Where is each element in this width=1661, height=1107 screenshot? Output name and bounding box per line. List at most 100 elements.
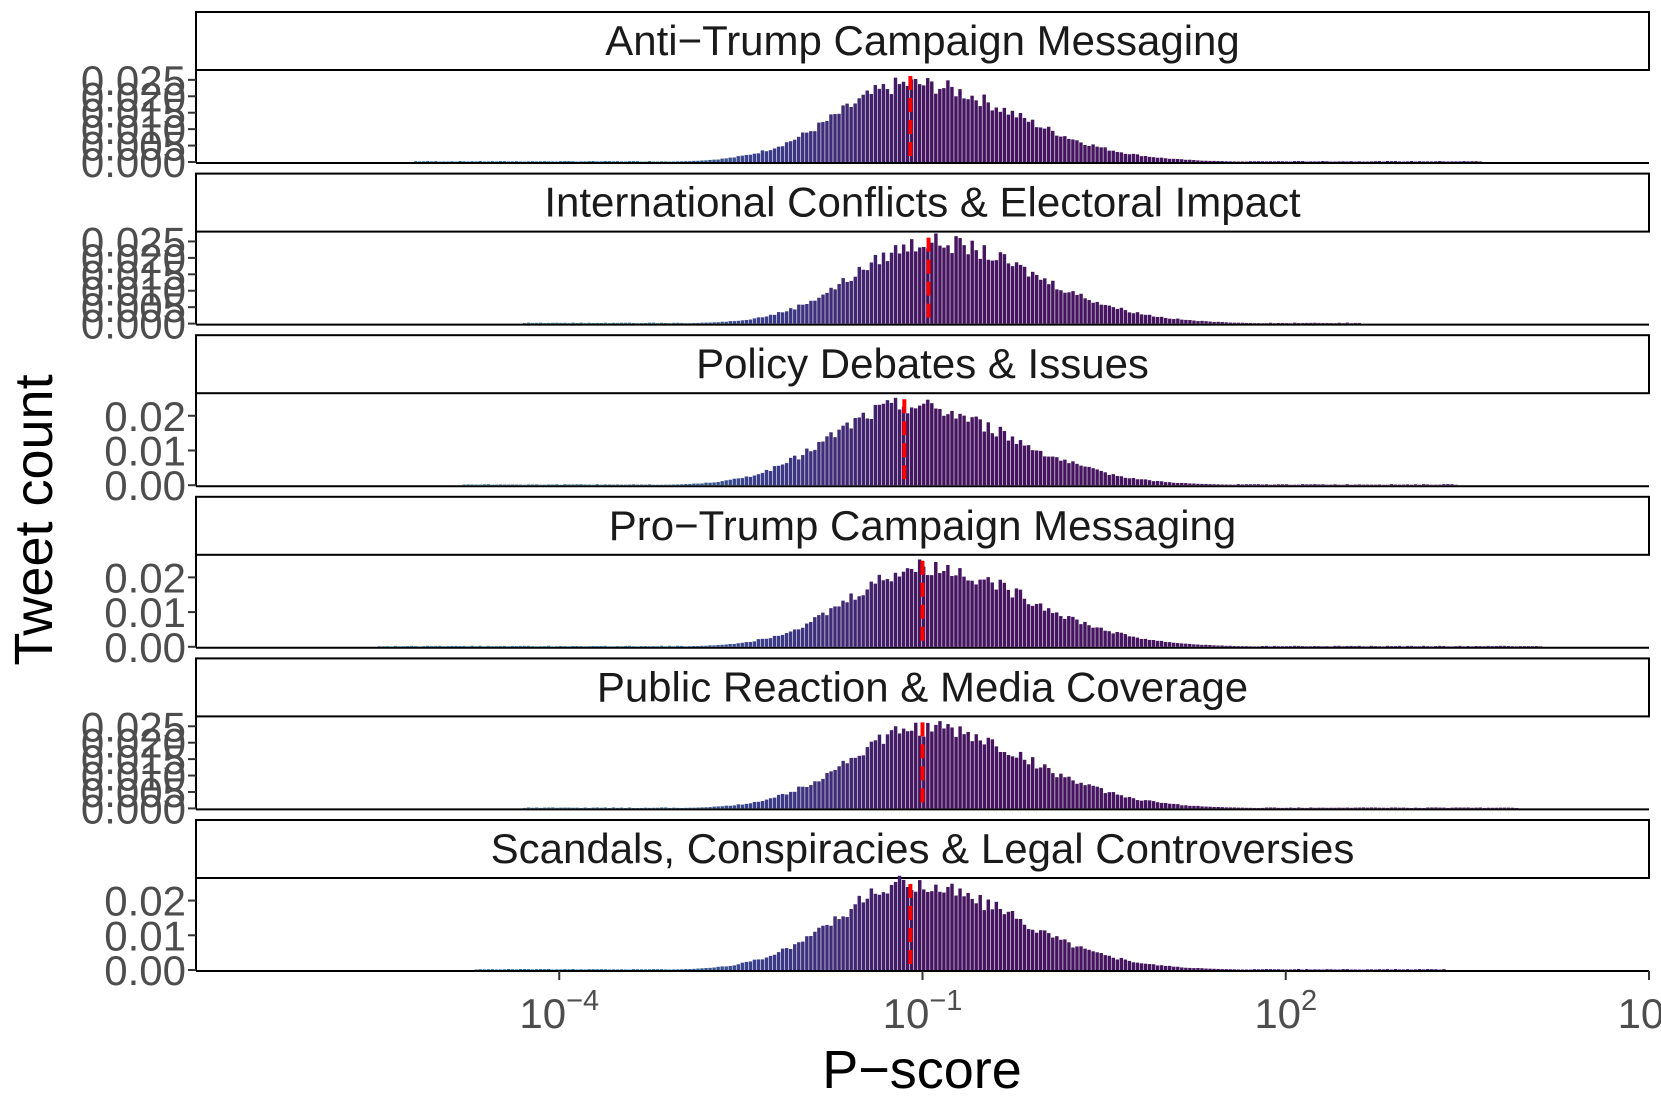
- histogram-bar: [1329, 484, 1333, 486]
- histogram-bar: [1494, 645, 1498, 647]
- histogram-bar: [1151, 316, 1156, 324]
- histogram-bar: [772, 954, 777, 970]
- histogram-bar: [1151, 964, 1156, 970]
- histogram-bar: [1454, 646, 1458, 647]
- histogram-bar: [897, 875, 902, 970]
- histogram-bar: [1139, 314, 1144, 324]
- histogram-bar: [478, 645, 482, 647]
- histogram-bar: [861, 269, 866, 324]
- y-tick-label: 0.020: [81, 235, 186, 282]
- histogram-bar: [555, 969, 559, 970]
- histogram-bar: [934, 884, 938, 970]
- histogram-bar: [797, 136, 801, 162]
- histogram-bar: [744, 154, 749, 162]
- histogram-bar: [599, 969, 603, 970]
- histogram-bar: [1236, 969, 1240, 970]
- histogram-bar: [732, 643, 736, 647]
- histogram-bar: [809, 785, 813, 809]
- histogram-bar: [1284, 161, 1289, 162]
- histogram-bar: [724, 321, 728, 324]
- histogram-bar: [1204, 483, 1208, 486]
- histogram-bar: [1466, 161, 1470, 162]
- histogram-bar: [559, 807, 563, 809]
- histogram-bar: [962, 576, 966, 647]
- histogram-bar: [1151, 157, 1156, 162]
- histogram-bar: [1131, 798, 1136, 809]
- histogram-bar: [672, 484, 676, 486]
- histogram-bar: [998, 252, 1003, 324]
- histogram-bar: [603, 645, 607, 647]
- histogram-bar: [740, 320, 745, 324]
- histogram-bar: [805, 132, 809, 162]
- histogram-bar: [1260, 161, 1265, 162]
- facet-title: International Conflicts & Electoral Impa…: [544, 179, 1301, 226]
- histogram-bar: [647, 807, 652, 809]
- histogram-bar: [1075, 463, 1079, 486]
- histogram-bar: [692, 968, 696, 970]
- histogram-bar: [1103, 793, 1107, 809]
- histogram-bar: [579, 646, 583, 647]
- histogram-bar: [873, 583, 877, 647]
- histogram-bar: [1474, 161, 1478, 162]
- histogram-bar: [1260, 807, 1265, 809]
- histogram-bar: [1018, 264, 1023, 324]
- histogram-bar: [950, 253, 954, 324]
- histogram-bar: [446, 646, 450, 647]
- histogram-bar: [1498, 807, 1503, 809]
- histogram-bar: [1143, 800, 1148, 809]
- histogram-bar: [1276, 646, 1281, 647]
- histogram-bar: [1111, 150, 1115, 162]
- histogram-bar: [1321, 161, 1325, 162]
- histogram-bar: [708, 807, 712, 809]
- histogram-bar: [680, 161, 684, 162]
- histogram-bar: [998, 426, 1003, 486]
- histogram-bar: [917, 84, 922, 162]
- histogram-bar: [817, 781, 821, 809]
- histogram-bar: [1030, 929, 1035, 970]
- histogram-bar: [1256, 161, 1261, 162]
- histogram-bar: [651, 646, 656, 647]
- histogram-bar: [962, 245, 966, 324]
- histogram-bar: [1288, 969, 1293, 970]
- histogram-bar: [1123, 153, 1128, 162]
- histogram-bar: [1401, 969, 1406, 970]
- histogram-bar: [1095, 301, 1099, 324]
- y-tick-label: 0.02: [104, 878, 186, 925]
- histogram-bar: [1055, 777, 1059, 809]
- histogram-bar: [780, 464, 785, 486]
- histogram-bar: [522, 807, 527, 809]
- histogram-bar: [494, 161, 499, 162]
- histogram-bar: [1333, 807, 1337, 809]
- histogram-bar: [905, 568, 910, 647]
- histogram-bar: [579, 161, 583, 162]
- histogram-bar: [841, 425, 845, 486]
- histogram-bar: [530, 161, 535, 162]
- histogram-bar: [676, 161, 680, 162]
- histogram-bar: [893, 77, 898, 162]
- histogram-bar: [655, 646, 660, 647]
- histogram-bar: [595, 322, 599, 324]
- histogram-bar: [1135, 479, 1140, 486]
- histogram-bar: [1204, 806, 1208, 809]
- histogram-bar: [708, 159, 712, 162]
- histogram-bar: [1333, 969, 1337, 970]
- histogram-bar: [966, 580, 970, 647]
- histogram-bar: [938, 891, 942, 970]
- histogram-bar: [1047, 933, 1051, 970]
- histogram-bar: [1260, 969, 1265, 970]
- histogram-bar: [1184, 643, 1188, 647]
- histogram-bar: [1200, 968, 1204, 970]
- histogram-bar: [881, 403, 886, 486]
- histogram-bar: [704, 482, 708, 486]
- histogram-bar: [978, 740, 982, 809]
- histogram-bar: [1430, 161, 1434, 162]
- histogram-bar: [1490, 646, 1494, 647]
- histogram-bar: [1252, 969, 1257, 970]
- histogram-bar: [1099, 627, 1103, 647]
- histogram-bar: [909, 407, 914, 486]
- histogram-bar: [1309, 807, 1313, 809]
- histogram-bar: [563, 322, 567, 324]
- histogram-bar: [857, 266, 862, 324]
- histogram-bar: [647, 322, 652, 324]
- histogram-bar: [1417, 646, 1422, 647]
